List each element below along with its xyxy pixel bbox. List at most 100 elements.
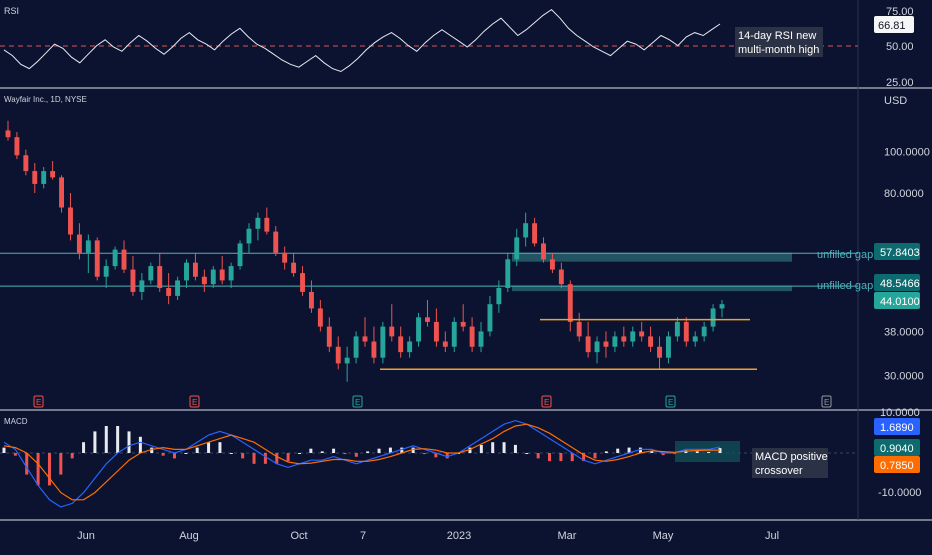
candle-body <box>719 304 725 309</box>
time-axis-label: 2023 <box>447 530 471 542</box>
macd-line <box>3 419 721 508</box>
macd-histogram-bar <box>707 451 711 453</box>
price-tick-label: 38.0000 <box>884 326 924 338</box>
candle-body <box>23 155 29 172</box>
macd-value-label: 0.9040 <box>880 443 914 455</box>
macd-title: MACD <box>4 417 28 426</box>
macd-histogram-bar <box>491 442 495 453</box>
candle-body <box>5 130 11 138</box>
macd-histogram-bar <box>127 431 131 453</box>
candle-body <box>166 287 172 296</box>
macd-histogram-bar <box>434 453 438 458</box>
candle-body <box>344 357 350 364</box>
candle-body <box>317 308 323 327</box>
macd-histogram-bar <box>536 453 540 459</box>
candle-body <box>674 321 680 337</box>
candle-body <box>558 269 564 285</box>
candle-body <box>300 273 305 292</box>
macd-histogram-bar <box>116 426 120 453</box>
rsi-note-line1: 14-day RSI new <box>738 30 816 42</box>
candle-body <box>665 336 671 358</box>
macd-histogram-bar <box>286 453 290 462</box>
candle-body <box>692 336 698 342</box>
earnings-marker-label: E <box>192 398 197 407</box>
candle-body <box>85 240 91 253</box>
candle-body <box>478 331 484 347</box>
macd-value-tag <box>874 456 920 473</box>
candle-body <box>68 207 73 235</box>
macd-histogram-bar <box>195 447 199 453</box>
price-tag <box>874 274 920 291</box>
macd-histogram-bar <box>320 451 324 453</box>
rsi-line <box>3 8 721 73</box>
macd-histogram-bar <box>445 453 449 459</box>
macd-histogram-bar <box>468 447 472 453</box>
candle-body <box>639 331 645 337</box>
macd-histogram-bar <box>661 453 665 456</box>
candle-body <box>291 262 297 274</box>
candle-body <box>184 262 189 281</box>
time-axis-label: Mar <box>558 530 577 542</box>
candle-body <box>657 346 662 358</box>
macd-histogram-bar <box>400 447 404 453</box>
earnings-marker-label: E <box>824 398 829 407</box>
candle-body <box>246 228 252 244</box>
macd-histogram-bar <box>411 447 415 453</box>
macd-histogram-bar <box>502 442 506 453</box>
candle-body <box>139 280 145 292</box>
price-tag <box>874 292 920 309</box>
macd-histogram-bar <box>252 453 256 464</box>
time-axis-label: Jun <box>77 530 95 542</box>
gap-zone <box>512 285 792 292</box>
macd-histogram-bar <box>275 453 279 464</box>
candle-body <box>648 336 654 347</box>
macd-histogram-bar <box>161 453 165 456</box>
macd-histogram-bar <box>218 442 222 453</box>
candle-body <box>76 234 82 253</box>
price-tick-label: 80.0000 <box>884 188 924 200</box>
candle-body <box>469 326 475 347</box>
candle-body <box>398 336 404 353</box>
price-axis: 100.0000 80.0000 38.0000 30.0000 <box>884 146 930 382</box>
macd-histogram-bar <box>354 453 358 457</box>
macd-histogram-bar <box>377 448 381 453</box>
candle-body <box>683 321 689 342</box>
price-tag <box>874 243 920 260</box>
price-tag-label: 57.8403 <box>880 247 920 259</box>
macd-histogram-bar <box>70 453 74 459</box>
macd-histogram-bar <box>36 453 40 486</box>
macd-histogram-bar <box>59 453 63 475</box>
candle-body <box>523 223 529 238</box>
candle-body <box>603 341 609 347</box>
candle-body <box>148 266 154 281</box>
macd-histogram-bar <box>172 453 176 459</box>
candle-body <box>425 317 430 322</box>
candle-body <box>380 326 386 358</box>
macd-histogram-bar <box>263 453 267 464</box>
earnings-marker <box>541 395 552 408</box>
candle-body <box>201 276 207 285</box>
support-resistance-lines <box>380 318 757 371</box>
macd-signal-line <box>3 423 721 501</box>
macd-histogram-bar <box>604 451 608 453</box>
macd-histogram-bar <box>525 453 529 454</box>
macd-histogram-bar <box>343 453 347 455</box>
macd-histogram-bar <box>2 447 6 453</box>
candle-body <box>121 249 127 270</box>
candle-body <box>326 326 332 347</box>
candlestick-series <box>5 120 725 382</box>
candle-body <box>451 321 457 347</box>
rsi-title: RSI <box>4 6 19 16</box>
price-tick-label: 30.0000 <box>884 370 924 382</box>
macd-tick-bottom: -10.0000 <box>878 487 921 499</box>
candle-body <box>175 280 181 296</box>
rsi-tick-75: 75.00 <box>886 6 914 18</box>
time-axis: Jun Aug Oct 7 2023 Mar May Jul <box>77 530 779 542</box>
candle-body <box>41 171 47 184</box>
macd-histogram-bar <box>150 447 154 453</box>
macd-histogram-bar <box>513 444 517 453</box>
earnings-marker-label: E <box>355 398 360 407</box>
earnings-marker-label: E <box>668 398 673 407</box>
macd-value-tag <box>874 418 920 435</box>
